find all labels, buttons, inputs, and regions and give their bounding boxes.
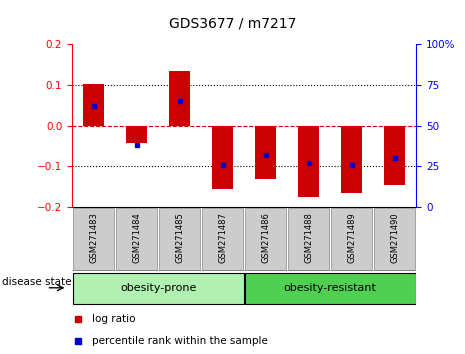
Bar [73, 273, 244, 304]
Text: GSM271489: GSM271489 [347, 212, 356, 263]
Bar [201, 209, 243, 270]
Bar [331, 209, 372, 270]
Bar [83, 84, 104, 126]
Bar [245, 209, 286, 270]
Bar [245, 273, 416, 304]
Text: GSM271488: GSM271488 [304, 212, 313, 263]
Bar [373, 209, 415, 270]
Text: disease state: disease state [2, 278, 72, 287]
Text: obesity-resistant: obesity-resistant [284, 283, 377, 293]
Text: GSM271487: GSM271487 [218, 212, 227, 263]
Bar [169, 71, 190, 126]
Text: GDS3677 / m7217: GDS3677 / m7217 [169, 16, 296, 30]
Bar [384, 126, 405, 185]
Text: obesity-prone: obesity-prone [120, 283, 196, 293]
Bar [298, 126, 319, 197]
Bar [255, 126, 276, 179]
Text: percentile rank within the sample: percentile rank within the sample [92, 336, 267, 346]
Bar [159, 209, 200, 270]
Text: GSM271490: GSM271490 [390, 212, 399, 263]
Bar [126, 126, 147, 143]
Text: GSM271485: GSM271485 [175, 212, 184, 263]
Text: GSM271483: GSM271483 [89, 212, 98, 263]
Text: GSM271486: GSM271486 [261, 212, 270, 263]
Bar [341, 126, 362, 193]
Bar [287, 209, 329, 270]
Bar [212, 126, 233, 189]
Bar [115, 209, 157, 270]
Bar [73, 209, 114, 270]
Text: GSM271484: GSM271484 [132, 212, 141, 263]
Text: log ratio: log ratio [92, 314, 135, 324]
